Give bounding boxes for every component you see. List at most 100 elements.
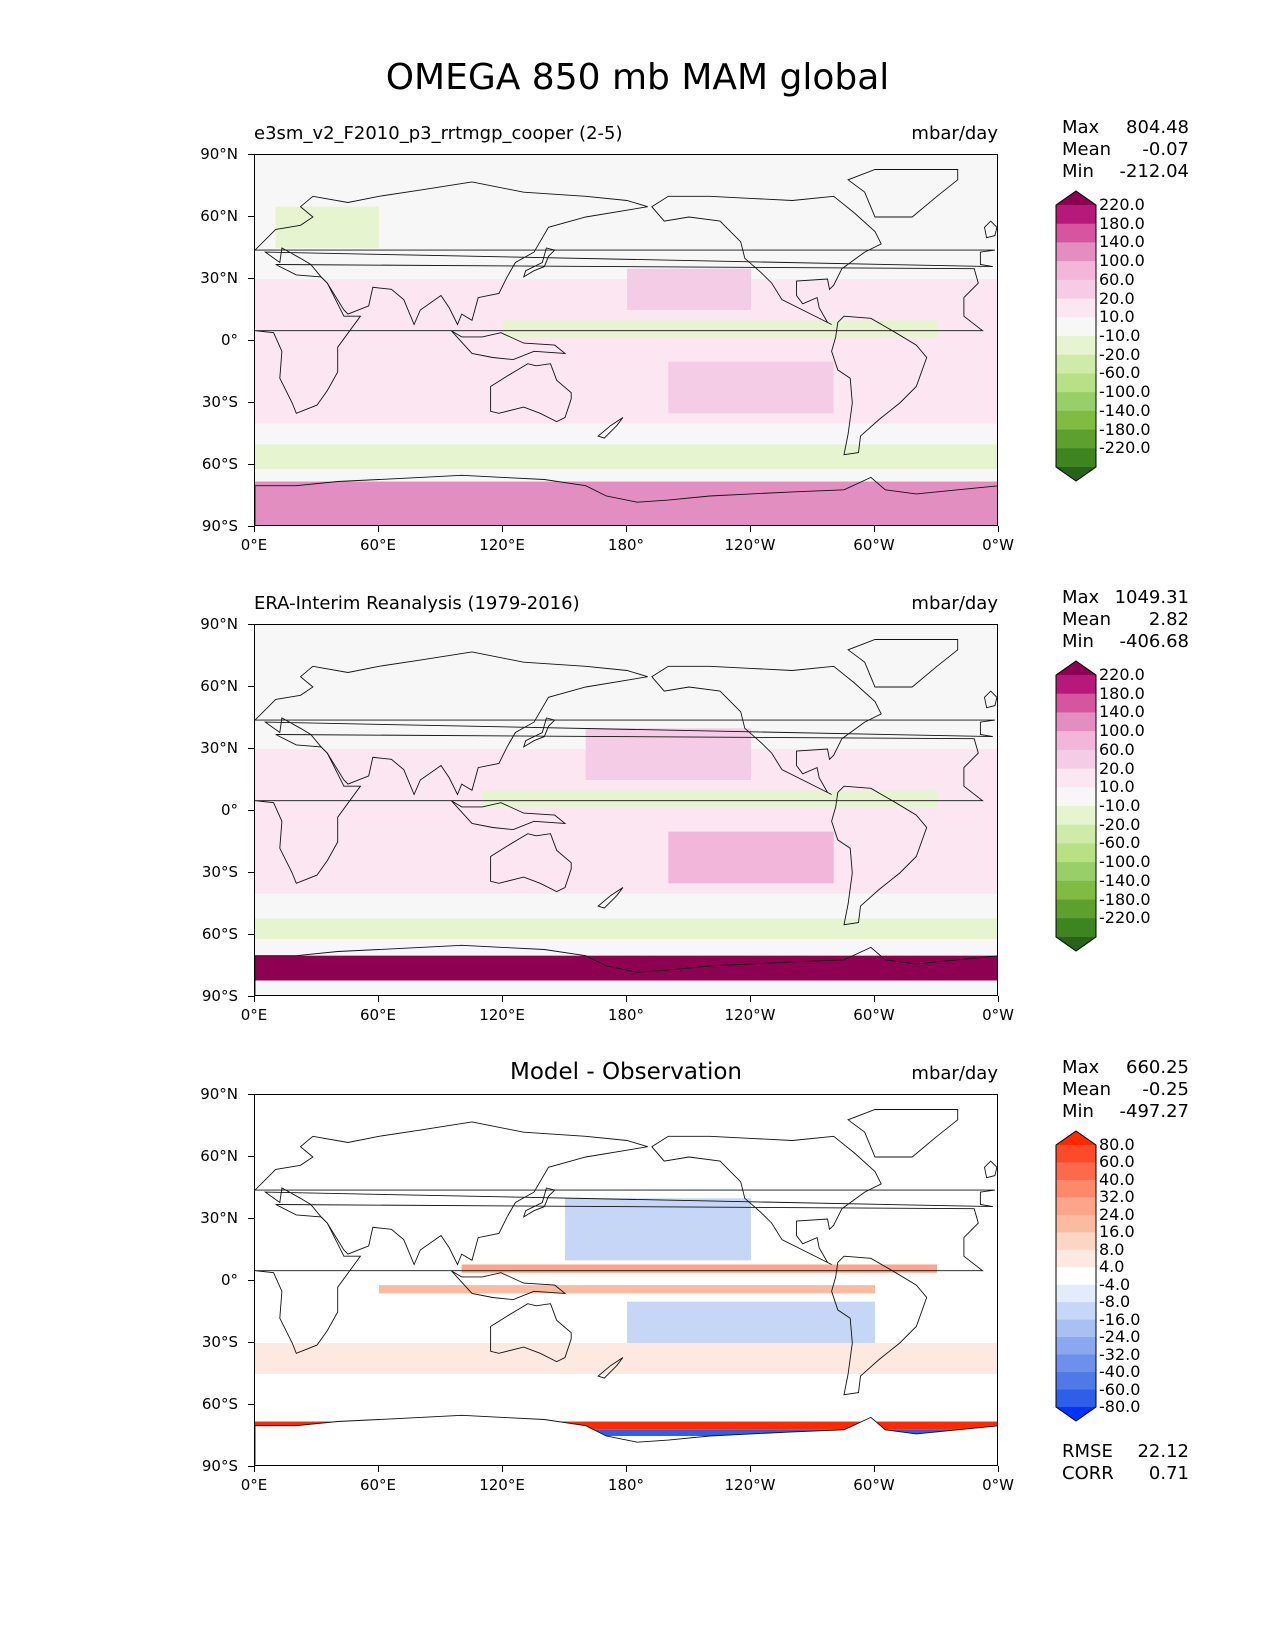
coastline-japan (522, 247, 556, 278)
coastline-eurasia (255, 1121, 995, 1266)
stat-max: 804.48 (1126, 117, 1189, 138)
stat-min: -406.68 (1119, 631, 1189, 652)
x-tick (377, 996, 379, 1002)
colorbar-swatch (1056, 918, 1096, 938)
y-tick-label: 90°N (200, 615, 238, 633)
field-npac-subsidence (627, 268, 751, 310)
y-tick (248, 1093, 254, 1095)
field-spac-bias (627, 1301, 875, 1343)
colorbar-swatch (1056, 410, 1096, 431)
colorbar-swatch (1056, 205, 1096, 225)
x-tick (253, 526, 255, 532)
field-south-bias (255, 1343, 997, 1374)
coastline-newzealand (597, 887, 624, 909)
stats-block: Max 1049.31 Mean 2.82 Min -406.68 (1062, 587, 1189, 653)
x-tick-label: 120°W (724, 536, 776, 554)
field-eurasia-ascent (275, 206, 379, 248)
colorbar-level-label: 100.0 (1099, 251, 1145, 271)
x-tick-label: 120°E (479, 1476, 525, 1494)
field-southern-ocean (255, 444, 997, 470)
field-spac-subsidence (668, 831, 834, 884)
colorbar-swatch (1056, 298, 1096, 318)
field-south-eq-bias (379, 1285, 875, 1294)
x-tick-label: 60°E (359, 536, 397, 554)
stats-block: Max 804.48 Mean -0.07 Min -212.04 (1062, 117, 1189, 183)
colorbar-extend-max (1056, 191, 1096, 205)
colorbar-level-label: -220.0 (1099, 438, 1151, 458)
colorbar-extend-min (1056, 467, 1096, 481)
y-tick (248, 809, 254, 811)
colorbar-swatch (1056, 749, 1096, 770)
colorbar-level-label: 60.0 (1099, 1152, 1135, 1172)
stat-max: 660.25 (1126, 1057, 1189, 1078)
colorbar-svg (1055, 190, 1097, 482)
coastline-namerica (651, 195, 882, 325)
colorbar-outline (1055, 1130, 1097, 1422)
colorbar-swatch (1056, 1214, 1096, 1233)
colorbar-level-label: -20.0 (1099, 814, 1141, 834)
stat-min: -497.27 (1119, 1101, 1189, 1122)
field-antarctic (255, 481, 997, 525)
corr-label: CORR (1062, 1463, 1114, 1484)
y-tick-label: 0° (220, 331, 238, 349)
colorbar-swatch (1056, 843, 1096, 863)
y-tick (248, 1217, 254, 1219)
coastline-newzealand (597, 417, 624, 439)
colorbar-level-label: -4.0 (1099, 1274, 1131, 1294)
panel-units: mbar/day (911, 123, 998, 144)
x-tick-label: 60°E (359, 1476, 397, 1494)
y-tick-label: 60°S (201, 1395, 238, 1413)
colorbar-swatch (1056, 392, 1096, 412)
colorbar-level-label: -60.0 (1099, 363, 1141, 383)
stat-mean-label: Mean (1062, 1079, 1112, 1100)
x-tick (997, 526, 999, 532)
coastline-japan (522, 717, 556, 748)
colorbar-swatch (1056, 1145, 1096, 1163)
coastline-australia (490, 1303, 572, 1363)
x-tick (873, 1466, 875, 1472)
colorbar-level-label: 140.0 (1099, 232, 1145, 252)
x-tick (873, 526, 875, 532)
y-tick-label: 30°S (201, 1333, 238, 1351)
colorbar-level-label: 8.0 (1099, 1239, 1125, 1259)
x-tick (749, 996, 751, 1002)
colorbar-level-label: 180.0 (1099, 683, 1145, 703)
x-tick-label: 60°W (853, 536, 895, 554)
colorbar-level-label: -60.0 (1099, 833, 1141, 853)
colorbar-swatch (1056, 242, 1096, 262)
colorbar-swatch (1056, 261, 1096, 281)
stat-min-label: Min (1062, 161, 1094, 182)
y-tick (248, 1155, 254, 1157)
colorbar-level-label: 40.0 (1099, 1169, 1135, 1189)
y-tick (248, 623, 254, 625)
y-tick (248, 685, 254, 687)
colorbar-swatch (1056, 448, 1096, 468)
colorbar-swatch (1056, 317, 1096, 337)
colorbar-extend-min (1056, 937, 1096, 951)
x-tick-label: 60°E (359, 1006, 397, 1024)
x-tick-label: 120°W (724, 1006, 776, 1024)
x-tick-label: 180° (607, 1006, 645, 1024)
coastline-japan (522, 1187, 556, 1218)
stat-min: -212.04 (1119, 161, 1189, 182)
colorbar-swatch (1056, 806, 1096, 826)
field-background (255, 1095, 997, 1465)
y-tick (248, 339, 254, 341)
x-tick-label: 120°E (479, 536, 525, 554)
colorbar-level-label: -20.0 (1099, 344, 1141, 364)
coastline-greenland (847, 1109, 959, 1158)
y-tick (248, 995, 254, 997)
x-tick-label: 60°W (853, 1006, 895, 1024)
colorbar-level-label: 180.0 (1099, 213, 1145, 233)
y-tick-label: 60°S (201, 455, 238, 473)
stat-max: 1049.31 (1114, 587, 1189, 608)
y-tick (248, 871, 254, 873)
panel-title: Model - Observation (509, 1059, 743, 1085)
colorbar-level-label: -60.0 (1099, 1379, 1141, 1399)
colorbar-level-label: -8.0 (1099, 1292, 1131, 1312)
colorbar-extend-min (1056, 1407, 1096, 1421)
map-svg (255, 155, 997, 525)
coastline-namerica (651, 665, 882, 795)
colorbar-level-label: -32.0 (1099, 1344, 1141, 1364)
colorbar-swatch (1056, 1267, 1096, 1286)
